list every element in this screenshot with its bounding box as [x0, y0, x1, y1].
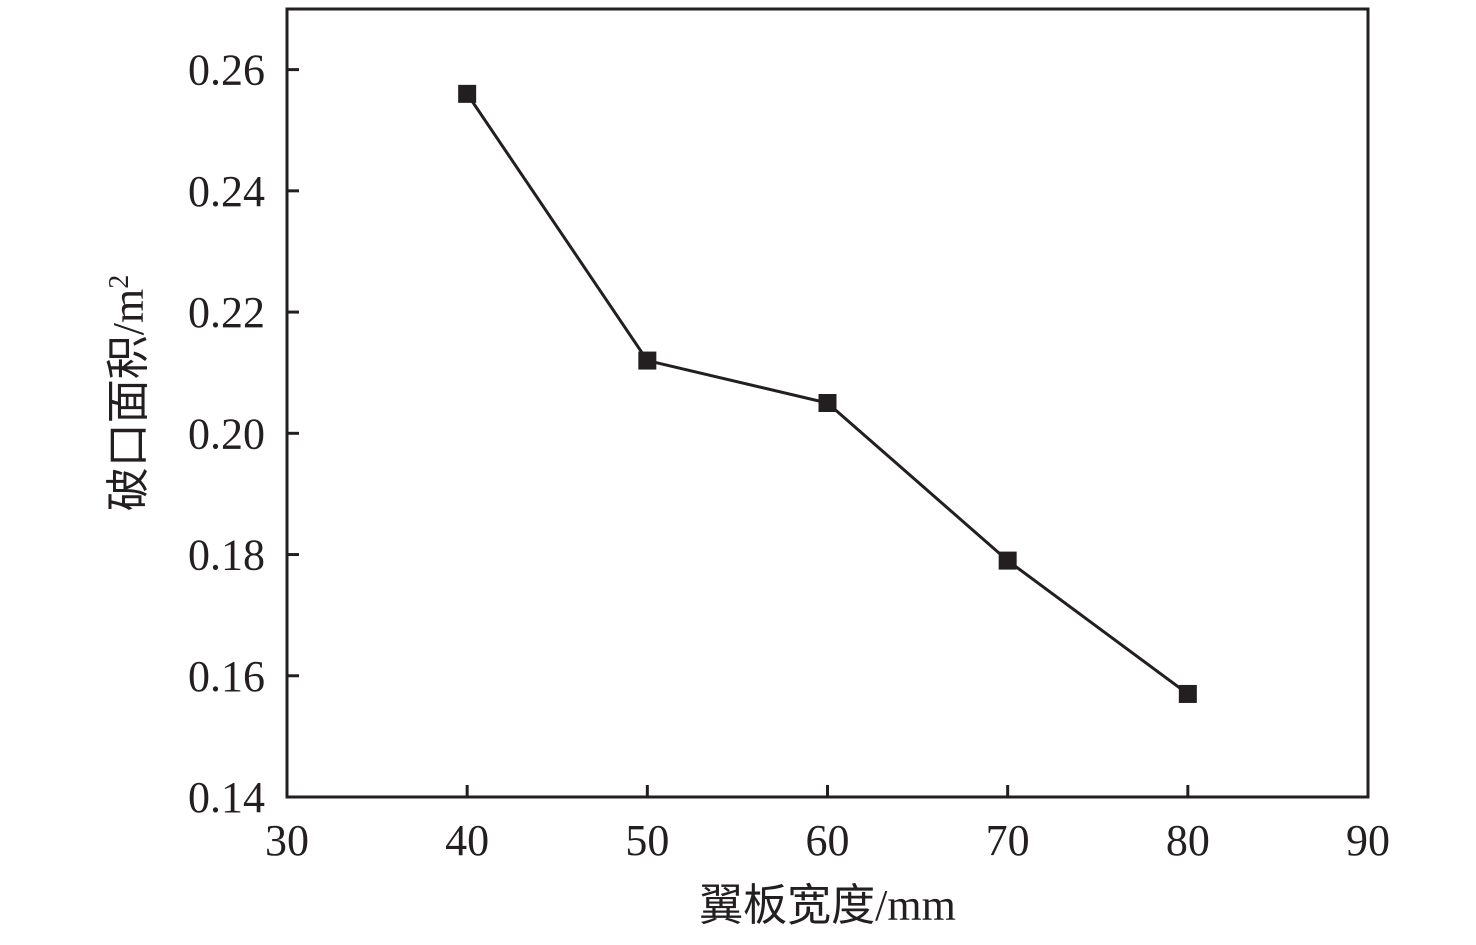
y-tick-label-0.22: 0.22 [188, 288, 265, 337]
y-axis-title: 破口面积/m2 [104, 275, 154, 511]
x-tick-label-60: 60 [806, 816, 850, 865]
x-tick-label-30: 30 [265, 816, 309, 865]
y-tick-label-0.18: 0.18 [188, 531, 265, 580]
x-tick-label-80: 80 [1166, 816, 1210, 865]
y-axis-title-main: 破口面积/m [104, 289, 153, 511]
data-point-80 [1178, 684, 1197, 703]
data-point-60 [818, 394, 837, 412]
y-tick-label-0.14: 0.14 [188, 773, 265, 822]
data-point-50 [638, 351, 657, 370]
x-tick-label-50: 50 [625, 816, 669, 865]
y-tick-label-0.24: 0.24 [188, 167, 265, 216]
y-axis-title-superscript: 2 [104, 275, 135, 289]
y-tick-label-0.20: 0.20 [188, 409, 265, 458]
data-point-70 [998, 551, 1017, 570]
y-tick-label-0.26: 0.26 [188, 46, 265, 95]
x-tick-label-70: 70 [986, 816, 1030, 865]
plot-frame [285, 7, 1370, 799]
series-line-0 [465, 93, 1189, 696]
y-tick-label-0.16: 0.16 [188, 652, 265, 701]
x-axis-title: 翼板宽度/mm [699, 881, 956, 930]
x-tick-label-90: 90 [1346, 816, 1390, 865]
x-tick-label-40: 40 [445, 816, 489, 865]
data-point-40 [458, 84, 477, 103]
